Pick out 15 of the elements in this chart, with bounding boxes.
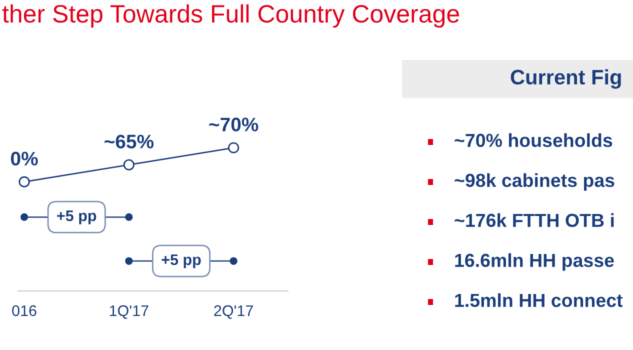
annotation: 0% (10, 152, 38, 166)
text: +5 pp (162, 254, 201, 268)
x-tick-label: 1Q'17 (110, 305, 148, 319)
x-tick-label: 2Q'17 (214, 305, 253, 319)
x-tick-label: 016 (12, 305, 36, 316)
data-label: ~65% (104, 134, 154, 148)
text: ~176k FTTH OTB i (454, 213, 614, 228)
data-label: ~70% (209, 118, 258, 132)
text: ~70% households (454, 133, 612, 148)
text: Current Fig (510, 69, 621, 89)
text: +5 pp (57, 210, 96, 224)
text: ~98k cabinets pas (454, 173, 614, 191)
text: 1.5mln HH connect (455, 293, 623, 308)
chart-title: ther Step Towards Full Country Coverage (2, 4, 459, 28)
text: 16.6mln HH passe (455, 253, 614, 271)
